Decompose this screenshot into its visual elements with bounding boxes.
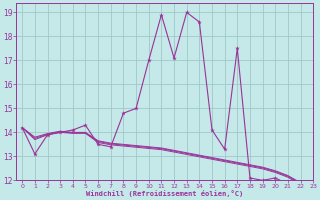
X-axis label: Windchill (Refroidissement éolien,°C): Windchill (Refroidissement éolien,°C) [86,190,243,197]
